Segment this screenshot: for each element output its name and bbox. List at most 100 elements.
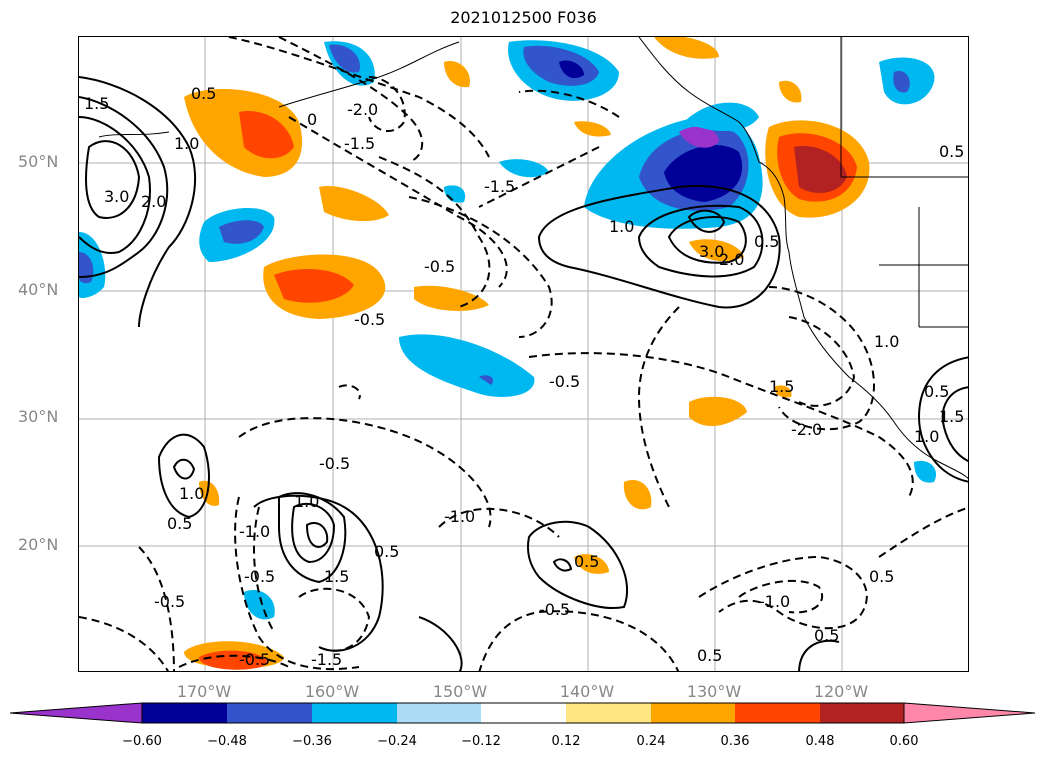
contour-line — [79, 96, 169, 278]
contour-label: 1.5 — [324, 567, 349, 586]
negative-anomaly-area — [499, 159, 549, 178]
contour-line — [698, 555, 868, 630]
contour-line — [528, 352, 914, 498]
contour-label: 1.0 — [294, 492, 319, 511]
negative-anomaly-area — [219, 220, 264, 244]
positive-anomaly-area — [574, 554, 609, 574]
colorbar-segment — [820, 703, 904, 723]
colorbar-segment — [142, 703, 227, 723]
contour-label: 1.0 — [914, 427, 939, 446]
coastline — [278, 41, 460, 108]
contour-label: 0 — [307, 110, 317, 129]
colorbar-segment — [566, 703, 651, 723]
contour-label: 0.5 — [191, 84, 216, 103]
contour-line — [637, 306, 680, 508]
colorbar-low-extension — [10, 702, 143, 724]
contour-label: -1.5 — [311, 650, 342, 669]
negative-anomaly-area — [479, 375, 494, 385]
contour-label: 3.0 — [104, 187, 129, 206]
colorbar-segment — [397, 703, 481, 723]
negative-anomaly-area — [893, 71, 910, 93]
colorbar-tick: 0.48 — [805, 734, 835, 749]
contour-label: -2.0 — [347, 100, 378, 119]
negative-anomaly-area — [444, 185, 466, 203]
contour-line — [378, 156, 491, 308]
colorbar-tick: −0.36 — [292, 734, 332, 749]
contour-line — [305, 522, 329, 548]
map-panel: 1.5 0.5 1.0 3.0 2.0 -2.0 -1.5 0 -1.5 -0.… — [78, 36, 969, 672]
colorbar-high-extension — [903, 702, 1036, 724]
colorbar-segment — [735, 703, 820, 723]
colorbar-tick: 0.12 — [551, 734, 581, 749]
contour-line — [738, 580, 824, 614]
contour-line — [438, 507, 560, 538]
contour-label: -1.0 — [759, 592, 790, 611]
contour-line — [527, 520, 629, 609]
contour-label: -1.0 — [444, 507, 475, 526]
contour-line — [79, 616, 169, 671]
contour-label: 0.5 — [939, 142, 964, 161]
contour-line — [253, 494, 384, 652]
contour-line — [878, 506, 968, 558]
positive-anomaly-area — [414, 285, 489, 311]
contour-line — [518, 89, 620, 118]
contour-label: 1.5 — [84, 94, 109, 113]
contour-label: 2.0 — [141, 192, 166, 211]
colorbar-tick: 0.36 — [720, 734, 750, 749]
coastline — [638, 37, 968, 480]
colorbar-tick: −0.48 — [207, 734, 247, 749]
lat-label-20n: 20°N — [18, 535, 59, 554]
contour-labels: 1.5 0.5 1.0 3.0 2.0 -2.0 -1.5 0 -1.5 -0.… — [84, 84, 964, 669]
contour-label: 3.0 — [699, 242, 724, 261]
positive-anomaly-area — [239, 111, 294, 159]
contour-line — [941, 386, 968, 463]
negative-anomaly-area — [914, 460, 937, 483]
contour-line — [687, 209, 726, 233]
lon-label-130w: 130°W — [686, 682, 742, 701]
contour-label: -0.5 — [244, 567, 275, 586]
contour-label: 0.5 — [754, 232, 779, 251]
negative-contours — [79, 37, 968, 671]
contour-line — [172, 458, 196, 480]
contour-label: 2.0 — [719, 250, 744, 269]
contour-line — [338, 384, 361, 400]
contour-line — [667, 216, 747, 264]
contour-label: -1.5 — [484, 177, 515, 196]
contour-line — [537, 185, 781, 309]
contour-line — [768, 286, 875, 431]
lon-label-140w: 140°W — [559, 682, 615, 701]
lon-label-170w: 170°W — [176, 682, 232, 701]
contour-label: -2.0 — [791, 420, 822, 439]
positive-anomaly-area — [199, 480, 220, 506]
positive-anomaly-area — [199, 650, 269, 670]
positive-anomaly-area — [689, 396, 747, 427]
contour-label: 0.5 — [869, 567, 894, 586]
contour-label: 1.0 — [874, 332, 899, 351]
contour-line — [788, 316, 856, 407]
colorbar-segment — [481, 703, 566, 723]
contour-label: 0.5 — [924, 382, 949, 401]
contour-label: 1.5 — [769, 377, 794, 396]
colorbar-segment — [227, 703, 312, 723]
colorbar-segment — [312, 703, 397, 723]
negative-anomaly-area — [329, 44, 360, 73]
contour-label: 1.0 — [174, 134, 199, 153]
contour-label: -0.5 — [424, 257, 455, 276]
contour-label: -0.5 — [154, 592, 185, 611]
contour-line — [234, 496, 360, 671]
contour-label: -0.5 — [319, 454, 350, 473]
contour-line — [288, 116, 508, 288]
colorbar-tick: 0.24 — [636, 734, 666, 749]
contour-line — [178, 654, 290, 668]
positive-anomaly-area — [689, 239, 744, 262]
contour-label: -0.5 — [539, 600, 570, 619]
contour-line — [637, 204, 764, 278]
positive-anomaly-area — [274, 269, 354, 303]
coastline — [98, 131, 170, 138]
contour-label: 0.5 — [167, 514, 192, 533]
lon-label-120w: 120°W — [813, 682, 869, 701]
colorbar-segment — [651, 703, 735, 723]
positive-contours — [79, 76, 968, 671]
positive-anomaly-area — [319, 186, 389, 222]
positive-anomaly-area — [654, 37, 719, 59]
